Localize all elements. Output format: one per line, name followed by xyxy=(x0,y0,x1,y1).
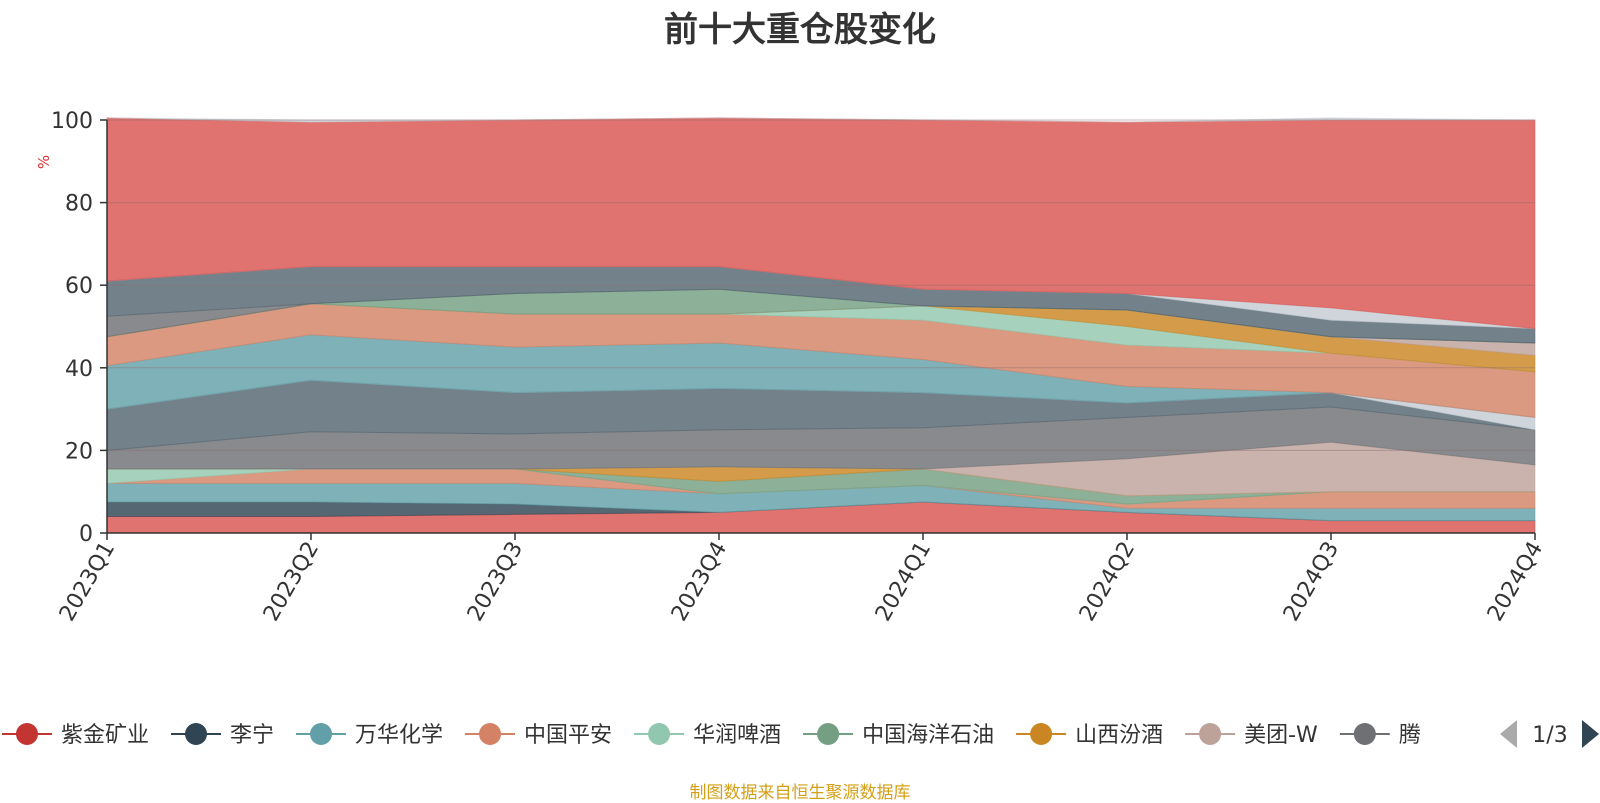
legend-marker-icon xyxy=(648,723,671,745)
legend-item[interactable]: 华润啤酒 xyxy=(634,723,781,748)
legend-page-indicator: 1/3 xyxy=(1532,723,1567,748)
legend-item[interactable]: 中国海洋石油 xyxy=(803,723,994,748)
legend-label: 万华化学 xyxy=(355,723,443,748)
legend-marker-icon xyxy=(1199,723,1222,745)
legend: 紫金矿业 李宁 万华化学 中国平安 华润啤酒 中国海洋石油 山西汾酒 美团-W 腾 1/3 xyxy=(2,720,1599,748)
legend-marker-icon xyxy=(310,723,333,745)
x-tick-label: 2023Q4 xyxy=(667,538,732,626)
legend-label: 美团-W xyxy=(1244,723,1318,748)
legend-label: 中国平安 xyxy=(524,723,612,748)
y-tick-label: 40 xyxy=(65,357,93,382)
legend-item[interactable]: 万华化学 xyxy=(296,723,443,748)
y-tick-label: 20 xyxy=(65,439,93,464)
area-layers xyxy=(106,117,1536,534)
x-tick-label: 2024Q1 xyxy=(871,538,936,626)
legend-label: 李宁 xyxy=(230,723,274,748)
data-source-note: 制图数据来自恒生聚源数据库 xyxy=(689,783,911,803)
legend-marker-icon xyxy=(817,723,840,745)
y-tick-label: 80 xyxy=(65,192,93,217)
x-tick-label: 2023Q3 xyxy=(463,538,528,626)
y-tick-label: 0 xyxy=(79,522,93,547)
y-axis-unit: % xyxy=(35,155,53,169)
legend-marker-icon xyxy=(1030,723,1053,745)
legend-prev-icon[interactable] xyxy=(1500,720,1517,748)
x-tick-label: 2024Q4 xyxy=(1483,538,1548,626)
legend-marker-icon xyxy=(185,723,208,745)
legend-label: 腾 xyxy=(1399,723,1421,748)
legend-label: 华润啤酒 xyxy=(693,723,781,748)
legend-item[interactable]: 中国平安 xyxy=(465,723,612,748)
legend-label: 山西汾酒 xyxy=(1075,723,1163,748)
legend-item[interactable]: 李宁 xyxy=(171,723,274,748)
y-axis: 0 20 40 60 80 100% xyxy=(35,109,1535,547)
legend-item[interactable]: 腾 xyxy=(1339,723,1421,748)
x-tick-label: 2024Q3 xyxy=(1279,538,1344,626)
legend-marker-icon xyxy=(1353,723,1376,745)
legend-item[interactable]: 美团-W xyxy=(1185,723,1318,748)
legend-item[interactable]: 紫金矿业 xyxy=(2,723,149,748)
x-tick-label: 2023Q2 xyxy=(259,538,324,626)
area-cap xyxy=(106,117,1536,123)
y-tick-label: 100 xyxy=(51,109,93,134)
legend-marker-icon xyxy=(479,723,502,745)
x-tick-label: 2024Q2 xyxy=(1075,538,1140,626)
legend-label: 紫金矿业 xyxy=(61,723,149,748)
legend-item[interactable]: 山西汾酒 xyxy=(1016,723,1163,748)
legend-label: 中国海洋石油 xyxy=(862,723,994,748)
y-tick-label: 60 xyxy=(65,274,93,299)
legend-next-icon[interactable] xyxy=(1582,720,1599,748)
x-axis: 2023Q1 2023Q2 2023Q3 2023Q4 2024Q1 2024Q2 2024… xyxy=(55,532,1548,626)
legend-marker-icon xyxy=(16,723,38,745)
x-tick-label: 2023Q1 xyxy=(55,538,120,626)
chart-title: 前十大重仓股变化 xyxy=(664,10,936,50)
